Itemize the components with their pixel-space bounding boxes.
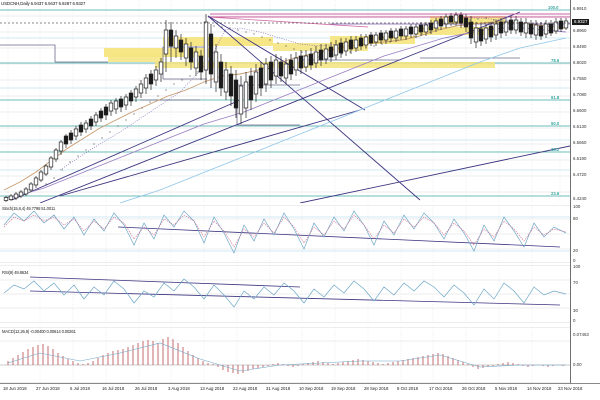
price-axis[interactable]: 6.9910 6.8960 6.8490 6.8020 6.7550 6.708… xyxy=(571,0,600,388)
fib-label-23: 23.6 xyxy=(551,191,560,196)
fib-label-61: 61.8 xyxy=(551,95,560,100)
date-tick-4: 26 Jul 2018 xyxy=(135,386,158,391)
fib-label-78: 78.6 xyxy=(551,58,560,63)
price-tick-1: 6.8960 xyxy=(573,28,587,33)
stochastic-label: Stoch(15,6,4) 49.7798 51.0011 xyxy=(1,206,57,212)
price-tick-3: 6.8020 xyxy=(573,60,587,65)
date-tick-3: 16 Jul 2018 xyxy=(102,386,125,391)
stoch-d-line xyxy=(3,214,567,248)
price-tick-8: 6.5660 xyxy=(573,140,587,145)
price-tick-10: 6.4720 xyxy=(573,172,587,177)
fib-label-50: 50.0 xyxy=(551,121,560,126)
date-tick-6: 13 Aug 2018 xyxy=(200,386,225,391)
fib-label-100: 100.0 xyxy=(548,5,559,10)
stochastic-plot[interactable] xyxy=(0,205,570,263)
current-price-badge: 6.9327 xyxy=(572,19,590,26)
trendlines xyxy=(11,11,570,203)
rsi-scale-0: 0 xyxy=(573,318,576,323)
price-tick-5: 6.7080 xyxy=(573,92,587,97)
price-plot[interactable] xyxy=(0,0,570,203)
date-tick-15: 5 Nov 2018 xyxy=(495,386,517,391)
stochastic-pane[interactable] xyxy=(0,205,570,263)
macd-scale-max: 0.07463 xyxy=(573,332,589,337)
rsi-scale-70: 70 xyxy=(573,280,578,285)
price-tick-7: 6.6130 xyxy=(573,124,587,129)
fib-label-38: 38.2 xyxy=(551,147,560,152)
date-tick-13: 17 Oct 2018 xyxy=(429,386,453,391)
stoch-scale-20: 20 xyxy=(573,248,578,253)
price-axis-divider xyxy=(570,0,571,383)
drawn-levels xyxy=(0,44,520,126)
price-tick-2: 6.8490 xyxy=(573,44,587,49)
macd-pane[interactable] xyxy=(0,327,570,383)
macd-label: MACD(12,26,9) -0.00400 0.00614 0.00261 xyxy=(1,329,77,335)
price-tick-4: 6.7550 xyxy=(573,76,587,81)
price-tick-9: 6.5190 xyxy=(573,156,587,161)
stoch-scale-0: 0 xyxy=(573,258,576,263)
stoch-trendline xyxy=(117,226,561,248)
price-tick-6: 6.6600 xyxy=(573,108,587,113)
date-tick-12: 8 Oct 2018 xyxy=(397,386,419,391)
stoch-scale-80: 80 xyxy=(573,216,578,221)
macd-histogram xyxy=(7,337,564,374)
date-tick-14: 26 Oct 2018 xyxy=(462,386,486,391)
date-tick-10: 19 Sep 2018 xyxy=(331,386,356,391)
date-tick-0: 18 Jun 2018 xyxy=(3,386,27,391)
price-tick-0: 6.9910 xyxy=(573,6,587,11)
price-pane[interactable] xyxy=(0,0,570,203)
date-tick-1: 27 Jun 2018 xyxy=(36,386,60,391)
stoch-scale-100: 100 xyxy=(573,204,581,209)
stoch-k-line xyxy=(3,210,567,254)
macd-plot[interactable] xyxy=(0,327,570,383)
chart-header-label: USDCNH,Daily 6.9437 6.9437 6.9287 6.9327 xyxy=(1,1,86,6)
macd-scale-zero: 0.00 xyxy=(573,362,582,367)
rsi-scale-30: 30 xyxy=(573,308,578,313)
date-tick-7: 22 Aug 2018 xyxy=(233,386,258,391)
rsi-line xyxy=(3,278,567,308)
rsi-pane[interactable] xyxy=(0,265,570,323)
date-tick-8: 31 Aug 2018 xyxy=(266,386,291,391)
date-tick-2: 6 Jul 2018 xyxy=(70,386,90,391)
time-axis-divider xyxy=(0,383,600,384)
rsi-trendline-upper xyxy=(29,276,301,288)
rsi-plot[interactable] xyxy=(0,265,570,323)
price-tick-11: 6.4240 xyxy=(573,196,587,201)
grid-vertical xyxy=(7,0,561,203)
date-tick-9: 10 Sep 2018 xyxy=(299,386,324,391)
rsi-label: RSI(9) 49.8634 xyxy=(1,270,30,276)
dotted-band-upper xyxy=(59,17,567,171)
date-tick-11: 28 Sep 2018 xyxy=(364,386,389,391)
date-tick-5: 3 Aug 2018 xyxy=(168,386,190,391)
rsi-scale-100: 100 xyxy=(573,264,581,269)
date-tick-16: 14 Nov 2018 xyxy=(527,386,552,391)
time-axis[interactable]: 18 Jun 2018 27 Jun 2018 6 Jul 2018 16 Ju… xyxy=(0,384,600,400)
ma-blue-line xyxy=(119,37,567,203)
date-tick-17: 23 Nov 2018 xyxy=(558,386,583,391)
macd-signal-line xyxy=(7,342,566,372)
